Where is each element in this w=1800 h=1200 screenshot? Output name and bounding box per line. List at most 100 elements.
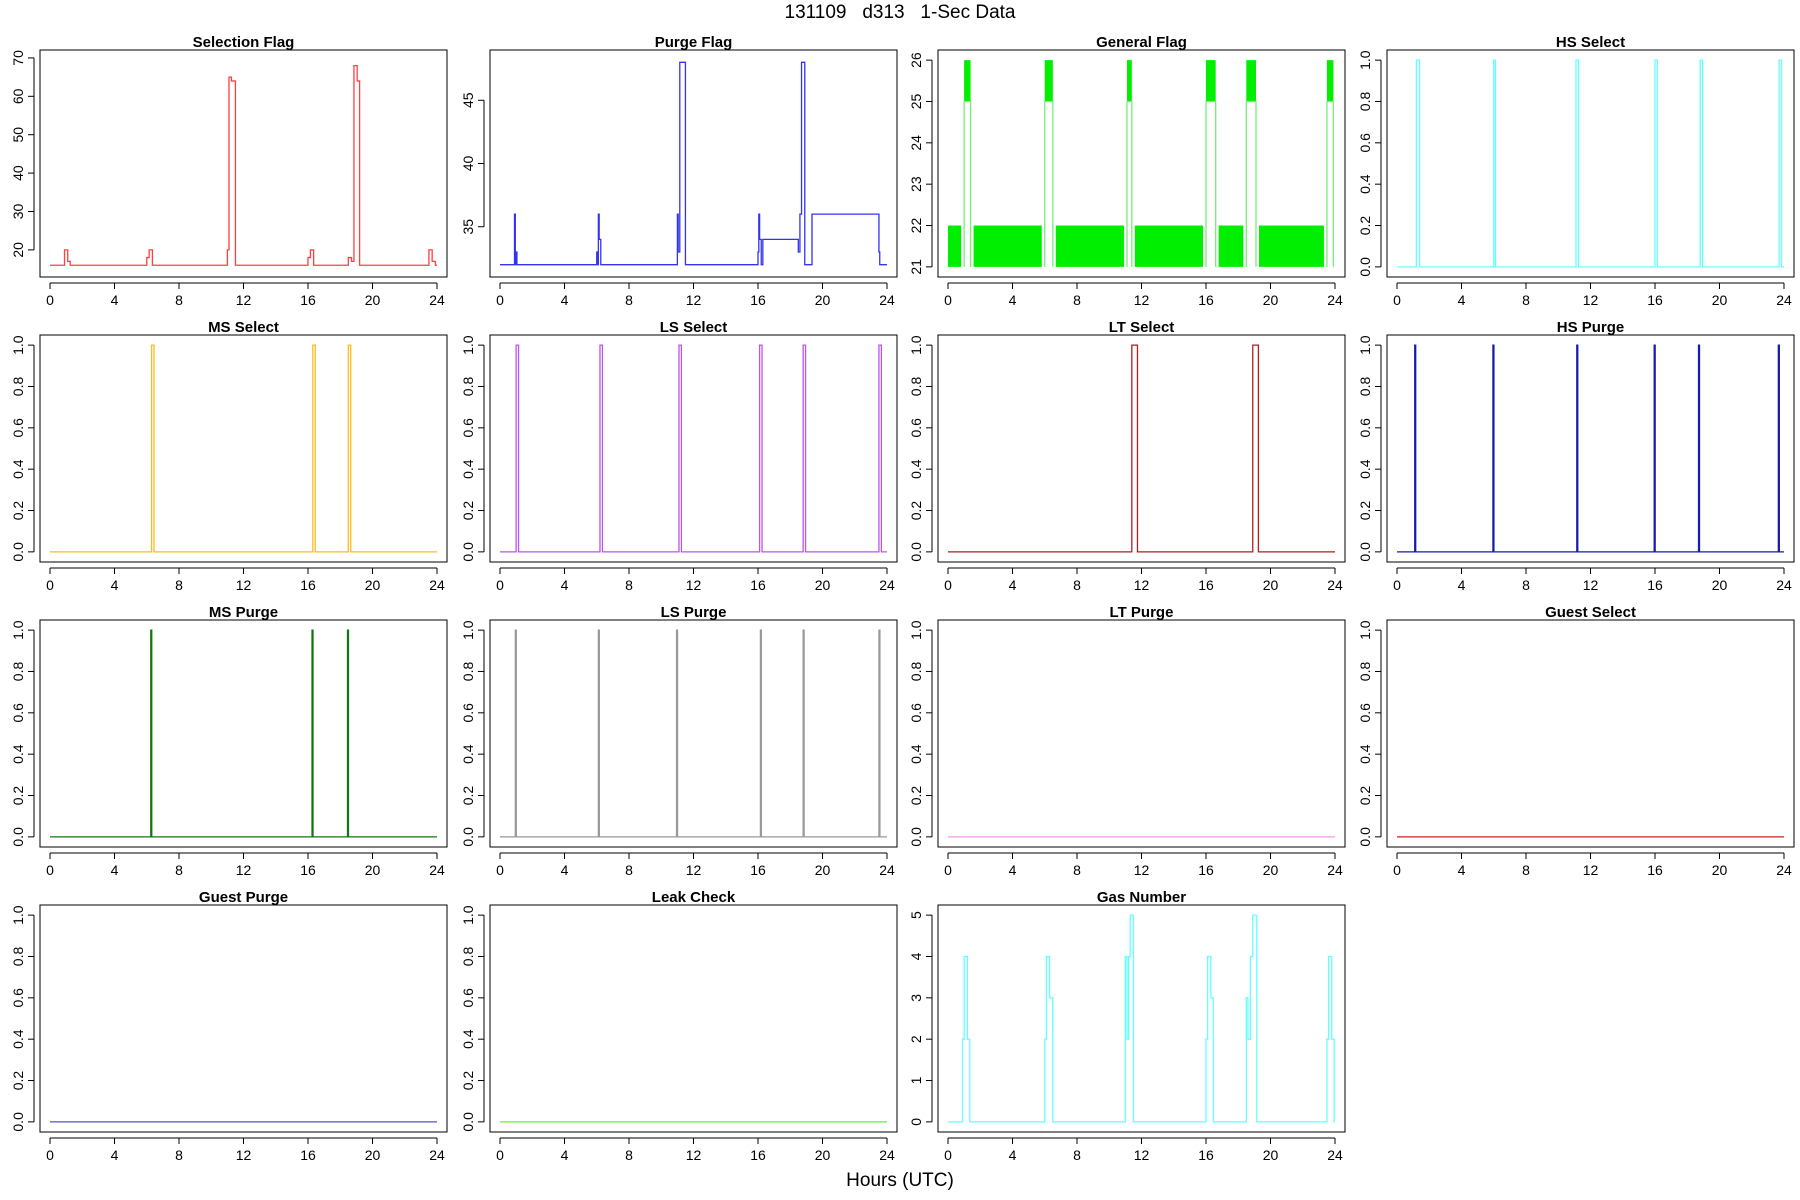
- y-tick-label: 0.4: [460, 1029, 476, 1049]
- band-gap: [1243, 224, 1259, 268]
- x-tick-label: 8: [175, 292, 183, 308]
- plot-frame: [937, 49, 1346, 278]
- x-tick-label: 16: [750, 862, 766, 878]
- panel-title: MS Purge: [209, 604, 278, 621]
- x-tick-label: 24: [879, 577, 895, 593]
- y-tick-label: 25: [908, 93, 924, 109]
- y-tick-label: 0.2: [460, 786, 476, 806]
- x-tick-label: 20: [365, 292, 381, 308]
- y-tick-label: 1: [908, 1076, 924, 1084]
- x-tick-label: 16: [300, 577, 316, 593]
- plot-frame: [39, 334, 448, 563]
- y-tick-label: 0.0: [1357, 257, 1373, 277]
- y-tick-label: 0.8: [908, 662, 924, 682]
- x-tick-label: 8: [1522, 577, 1530, 593]
- x-tick-label: 16: [750, 577, 766, 593]
- spike-top: [1206, 60, 1216, 102]
- x-tick-label: 20: [365, 1147, 381, 1163]
- x-tick-label: 4: [561, 1147, 569, 1163]
- plot-frame: [489, 619, 898, 848]
- x-tick-label: 24: [1327, 292, 1343, 308]
- y-tick-label: 0.2: [1357, 501, 1373, 521]
- y-tick-label: 0.8: [1357, 92, 1373, 112]
- x-tick-label: 0: [496, 862, 504, 878]
- y-tick-label: 0.0: [1357, 542, 1373, 562]
- panel-0: Selection Flag 0 4 8 12 16 20 24 20 30 40 50 60 70: [10, 34, 448, 308]
- panel-10: LT Purge 0 4 8 12 16 20 24 0.0 0.2 0.4 0.6 0.8 1.0: [908, 604, 1346, 878]
- y-tick-label: 60: [10, 88, 26, 104]
- band-gap: [1123, 224, 1135, 268]
- x-tick-label: 8: [1522, 862, 1530, 878]
- y-tick-label: 0.2: [1357, 216, 1373, 236]
- x-tick-label: 8: [1073, 862, 1081, 878]
- y-tick-label: 1.0: [10, 335, 26, 355]
- x-tick-label: 4: [561, 862, 569, 878]
- x-tick-label: 8: [175, 1147, 183, 1163]
- y-tick-label: 0.2: [908, 786, 924, 806]
- panel-6: LT Select 0 4 8 12 16 20 24 0.0 0.2 0.4 0.6 0.8 1.0: [908, 319, 1346, 593]
- y-tick-label: 23: [908, 176, 924, 192]
- y-tick-label: 0.8: [10, 947, 26, 967]
- y-tick-label: 1.0: [460, 335, 476, 355]
- y-tick-label: 0.6: [1357, 133, 1373, 153]
- series-line: [50, 64, 437, 266]
- y-tick-label: 1.0: [10, 905, 26, 925]
- x-tick-label: 0: [944, 292, 952, 308]
- y-tick-label: 50: [10, 127, 26, 143]
- x-tick-label: 16: [1198, 577, 1214, 593]
- y-tick-label: 0.8: [1357, 377, 1373, 397]
- panel-3: HS Select 0 4 8 12 16 20 24 0.0 0.2 0.4 0.6 0.8 1.0: [1357, 34, 1795, 308]
- x-tick-label: 8: [175, 862, 183, 878]
- x-tick-label: 4: [111, 292, 119, 308]
- y-tick-label: 0.2: [10, 501, 26, 521]
- y-tick-label: 0.4: [908, 459, 924, 479]
- x-tick-label: 24: [429, 1147, 445, 1163]
- y-tick-label: 0.4: [1357, 744, 1373, 764]
- x-tick-label: 12: [236, 577, 252, 593]
- y-tick-label: 0.2: [1357, 786, 1373, 806]
- y-tick-label: 0.2: [460, 1071, 476, 1091]
- y-tick-label: 26: [908, 52, 924, 68]
- panel-title: LT Purge: [1110, 604, 1174, 621]
- y-tick-label: 0.4: [908, 744, 924, 764]
- x-tick-label: 16: [1647, 577, 1663, 593]
- panel-title: MS Select: [208, 319, 279, 336]
- panel-12: Guest Purge 0 4 8 12 16 20 24 0.0 0.2 0.4 0.6 0.8 1.0: [10, 889, 448, 1163]
- x-tick-label: 12: [1583, 577, 1599, 593]
- x-tick-label: 8: [625, 577, 633, 593]
- x-tick-label: 0: [1393, 292, 1401, 308]
- x-tick-label: 12: [1134, 292, 1150, 308]
- series-line: [948, 344, 1335, 553]
- x-tick-label: 24: [1327, 1147, 1343, 1163]
- x-tick-label: 4: [1009, 862, 1017, 878]
- x-tick-label: 0: [944, 1147, 952, 1163]
- y-tick-label: 2: [908, 1035, 924, 1043]
- y-tick-label: 0.4: [10, 459, 26, 479]
- x-tick-label: 8: [625, 292, 633, 308]
- y-tick-label: 20: [10, 242, 26, 258]
- x-tick-label: 0: [496, 577, 504, 593]
- y-tick-label: 0.4: [1357, 174, 1373, 194]
- band-gap: [1041, 224, 1056, 268]
- panel-11: Guest Select 0 4 8 12 16 20 24 0.0 0.2 0.4 0.6 0.8 1.…: [1357, 604, 1795, 878]
- panel-9: LS Purge 0 4 8 12 16 20 24 0.0 0.2 0.4 0.6 0.8 1.0: [460, 604, 898, 878]
- x-tick-label: 12: [1134, 577, 1150, 593]
- y-tick-label: 0.0: [460, 542, 476, 562]
- y-tick-label: 0.2: [10, 1071, 26, 1091]
- plot-frame: [39, 619, 448, 848]
- y-tick-label: 1.0: [908, 620, 924, 640]
- y-tick-label: 30: [10, 203, 26, 219]
- x-tick-label: 4: [1458, 577, 1466, 593]
- y-tick-label: 3: [908, 994, 924, 1002]
- x-tick-label: 24: [1776, 862, 1792, 878]
- plot-frame: [489, 49, 898, 278]
- band-gap: [1203, 224, 1219, 268]
- x-tick-label: 20: [1712, 862, 1728, 878]
- x-tick-label: 24: [1776, 292, 1792, 308]
- x-tick-label: 0: [1393, 862, 1401, 878]
- spike-line: [1326, 100, 1335, 267]
- panel-13: Leak Check 0 4 8 12 16 20 24 0.0 0.2 0.4 0.6 0.8 1.0: [460, 889, 898, 1163]
- y-tick-label: 0.6: [1357, 703, 1373, 723]
- x-tick-label: 20: [1263, 292, 1279, 308]
